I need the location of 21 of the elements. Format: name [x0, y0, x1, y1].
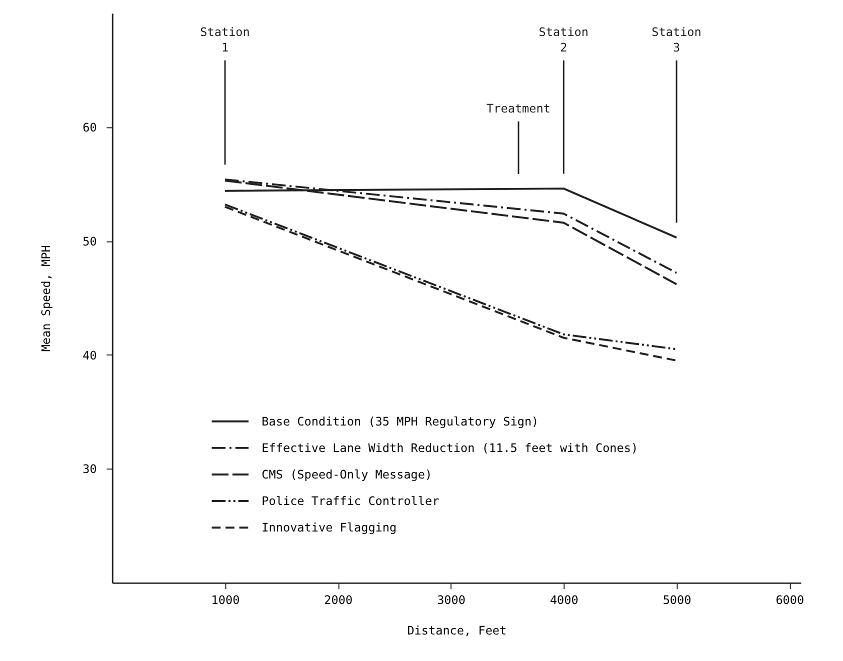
legend-label: Innovative Flagging: [262, 520, 397, 535]
x-axis-title: Distance, Feet: [407, 623, 507, 638]
ref-line-label: Station 3: [652, 24, 702, 55]
y-tick-label: 60: [82, 120, 97, 134]
y-tick-label: 30: [82, 462, 97, 476]
x-tick-label: 5000: [662, 592, 692, 607]
ref-line-label: Station 1: [200, 24, 250, 55]
legend-label: Effective Lane Width Reduction (11.5 feet with Cones): [262, 440, 638, 455]
x-tick-label: 3000: [437, 592, 466, 607]
y-axis-title: Mean Speed, MPH: [39, 245, 54, 352]
ref-line-label: Station 2: [538, 24, 589, 55]
ref-line-label: Treatment: [486, 101, 550, 116]
y-tick-label: 50: [82, 234, 97, 248]
x-tick-label: 1000: [211, 592, 240, 607]
x-tick-label: 6000: [776, 592, 804, 607]
y-tick-label: 40: [82, 348, 97, 362]
legend-label: Base Condition (35 MPH Regulatory Sign): [262, 414, 539, 428]
x-tick-label: 2000: [324, 592, 353, 607]
legend-label: CMS (Speed-Only Message): [262, 467, 432, 482]
legend-label: Police Traffic Controller: [262, 494, 440, 508]
x-tick-label: 4000: [550, 592, 578, 607]
